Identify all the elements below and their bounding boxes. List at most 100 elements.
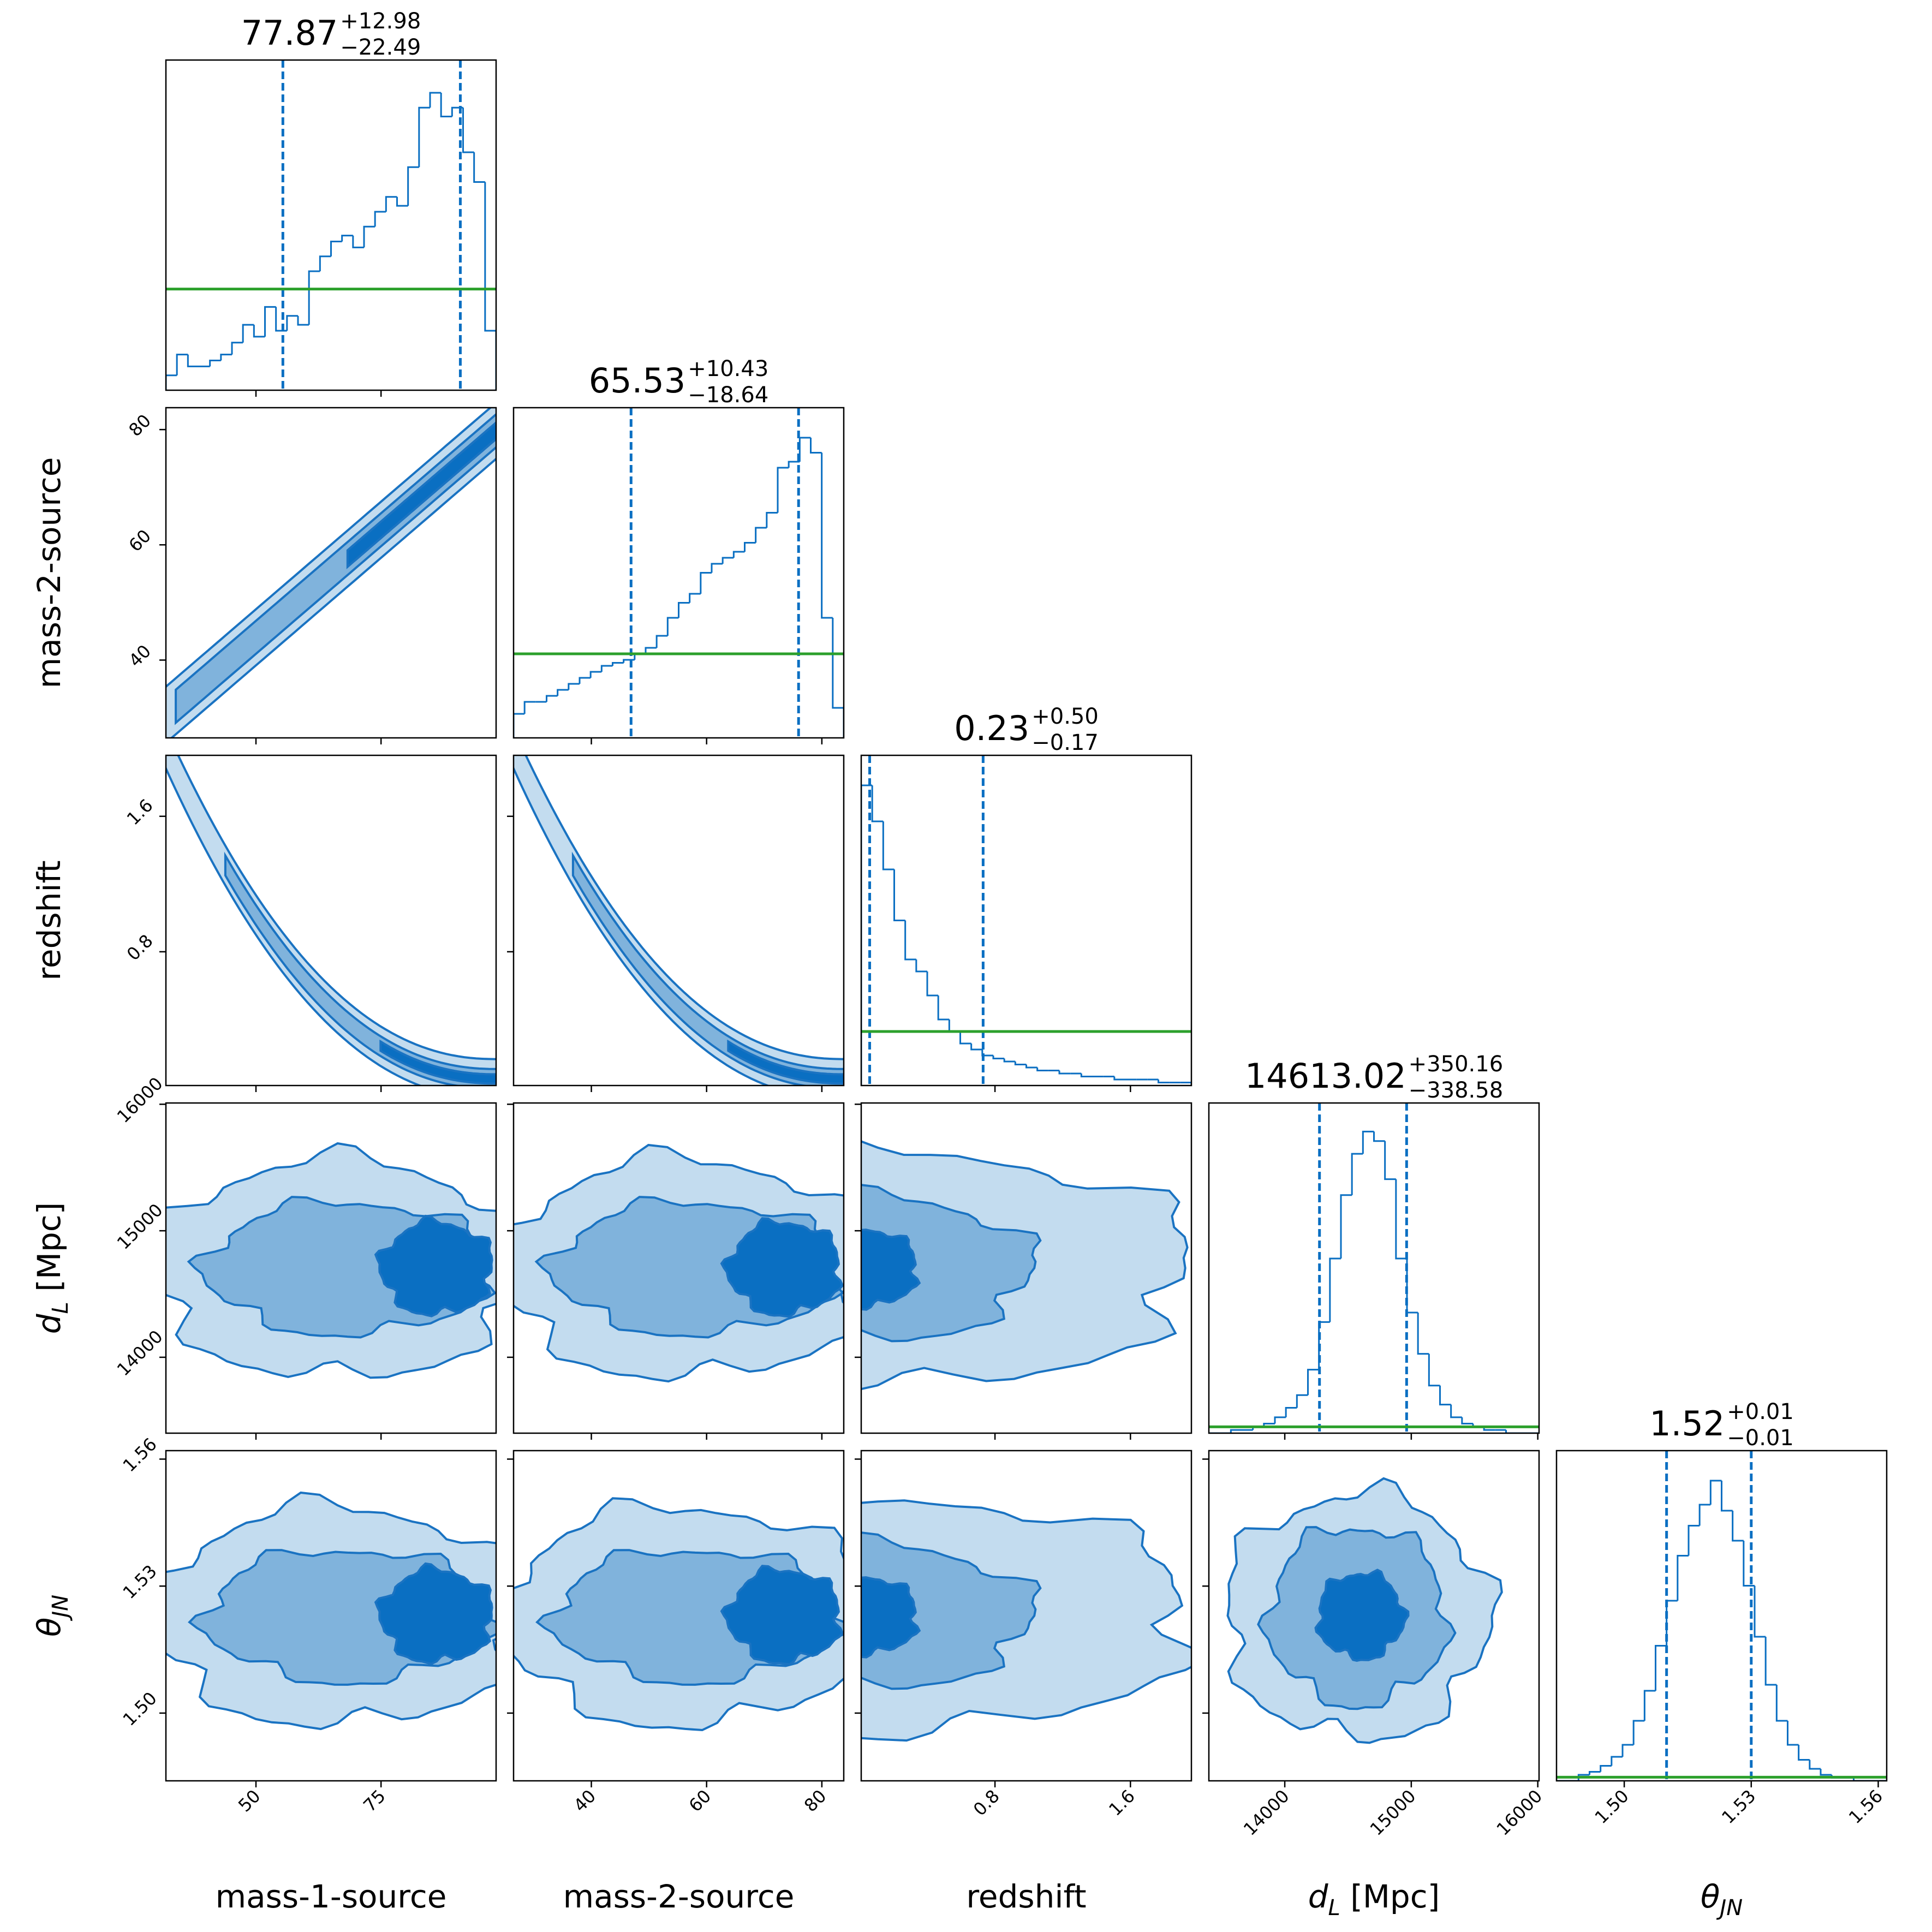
- axis-label: mass-1-source: [216, 1878, 447, 1915]
- x-tick-label: 40: [570, 1786, 600, 1816]
- panel-content: [166, 1142, 496, 1379]
- histogram-bin: [1406, 1259, 1418, 1314]
- histogram-bin: [187, 354, 199, 367]
- x-tick-label: 80: [800, 1786, 831, 1816]
- histogram-bin: [1362, 1130, 1374, 1154]
- histogram-bin: [1600, 1765, 1612, 1772]
- axis-label: redshift: [31, 860, 68, 980]
- histogram-bin: [440, 92, 452, 118]
- panel-frame: [512, 407, 845, 739]
- histogram-bin: [721, 557, 734, 564]
- y-tick-label: 1.56: [119, 1434, 161, 1476]
- x-tick-label: 60: [685, 1786, 715, 1816]
- panel-frame: [860, 1102, 1192, 1434]
- panel: [165, 59, 497, 397]
- histogram-bin: [732, 551, 745, 558]
- histogram-bin: [1787, 1721, 1799, 1746]
- histogram-bin: [1113, 1076, 1125, 1081]
- histogram-bin: [1307, 1369, 1319, 1396]
- panel-content: [166, 1491, 496, 1731]
- histogram-bin: [788, 461, 800, 468]
- contour: [1314, 1569, 1410, 1662]
- panel-content: [861, 1499, 1191, 1742]
- histogram-bin: [1036, 1068, 1048, 1071]
- histogram-bin: [1754, 1585, 1766, 1638]
- histogram-bin: [1820, 1769, 1832, 1776]
- panel-frame: [860, 1450, 1192, 1782]
- histogram-bin: [1450, 1404, 1462, 1418]
- histogram-bin: [589, 671, 602, 678]
- panel-content: [514, 408, 844, 738]
- histogram-bin: [666, 617, 679, 636]
- histogram-bin: [1643, 1690, 1656, 1721]
- axis-label: θJN: [1701, 1878, 1743, 1921]
- histogram-bin: [231, 342, 243, 355]
- histogram-bin: [429, 92, 442, 108]
- histogram-bin: [209, 359, 221, 367]
- panel-frame: [512, 754, 845, 1087]
- histogram-bin: [798, 437, 811, 462]
- histogram-bin: [1003, 1058, 1016, 1063]
- y-tick-label: 15000: [113, 1200, 167, 1254]
- histogram-bin: [1296, 1394, 1308, 1408]
- title-median: 14613.02: [1245, 1056, 1406, 1096]
- axis-label: redshift: [966, 1878, 1086, 1915]
- panel: 40 60 80: [507, 1450, 845, 1816]
- histogram-bin: [832, 618, 844, 738]
- contour: [224, 851, 496, 1086]
- x-tick-label: 1.6: [1105, 1786, 1139, 1820]
- histogram-bin: [1439, 1385, 1451, 1406]
- panel: [855, 1102, 1192, 1440]
- panel: 14000 15000 16000: [113, 1073, 497, 1440]
- panel: [507, 754, 845, 1092]
- histogram-bin: [689, 593, 701, 603]
- histogram-bin: [275, 307, 287, 332]
- histogram-bin: [1853, 1778, 1865, 1781]
- panel: [507, 1102, 845, 1440]
- histogram-bin: [1743, 1541, 1755, 1587]
- contour: [861, 1576, 921, 1659]
- x-tick-label: 50: [234, 1786, 265, 1816]
- title-plus: +0.50: [1031, 704, 1099, 729]
- contour: [861, 1531, 1042, 1690]
- title-plus: +10.43: [688, 356, 768, 381]
- histogram-bin: [1655, 1645, 1667, 1691]
- panel-content: [861, 755, 1191, 1086]
- panel: 50 75 1.50 1.53 1.56: [119, 1434, 497, 1816]
- histogram-bin: [1428, 1353, 1440, 1387]
- label-sub: L: [1328, 1895, 1340, 1921]
- histogram-bin: [1351, 1153, 1363, 1195]
- panel: 40 60 80: [124, 407, 497, 744]
- histogram-bin: [1080, 1074, 1093, 1077]
- x-tick-label: 14000: [1239, 1786, 1293, 1840]
- histogram-bin: [330, 240, 342, 257]
- histogram-bin: [937, 995, 950, 1021]
- panel-content: [514, 1143, 844, 1383]
- panel-content: [861, 1140, 1189, 1391]
- contour: [374, 1214, 493, 1317]
- contour: [374, 1562, 493, 1665]
- y-tick-label: 0.8: [123, 931, 157, 965]
- histogram-bin: [396, 196, 408, 207]
- title-plus: +12.98: [340, 9, 421, 34]
- histogram-bin: [810, 438, 822, 454]
- histogram-bin: [970, 1043, 982, 1051]
- axis-label: θJN: [31, 1595, 73, 1637]
- panel: 0.8 1.6: [123, 754, 497, 1092]
- histogram-bin: [341, 235, 353, 242]
- histogram-bin: [319, 255, 331, 271]
- histogram-bin: [473, 152, 485, 183]
- label-tail: [Mpc]: [31, 1202, 68, 1302]
- histogram-bin: [1329, 1257, 1341, 1322]
- title-minus: −338.58: [1409, 1078, 1503, 1103]
- panel-content: [1226, 1477, 1503, 1744]
- histogram-bin: [374, 211, 386, 227]
- panel: 1.50 1.53 1.56: [1555, 1450, 1888, 1828]
- panel: [512, 407, 845, 744]
- histogram-bin: [1798, 1745, 1810, 1761]
- histogram-bin: [166, 374, 177, 390]
- histogram-bin: [1384, 1141, 1396, 1180]
- contour: [720, 1217, 844, 1318]
- histogram-bin: [176, 354, 188, 375]
